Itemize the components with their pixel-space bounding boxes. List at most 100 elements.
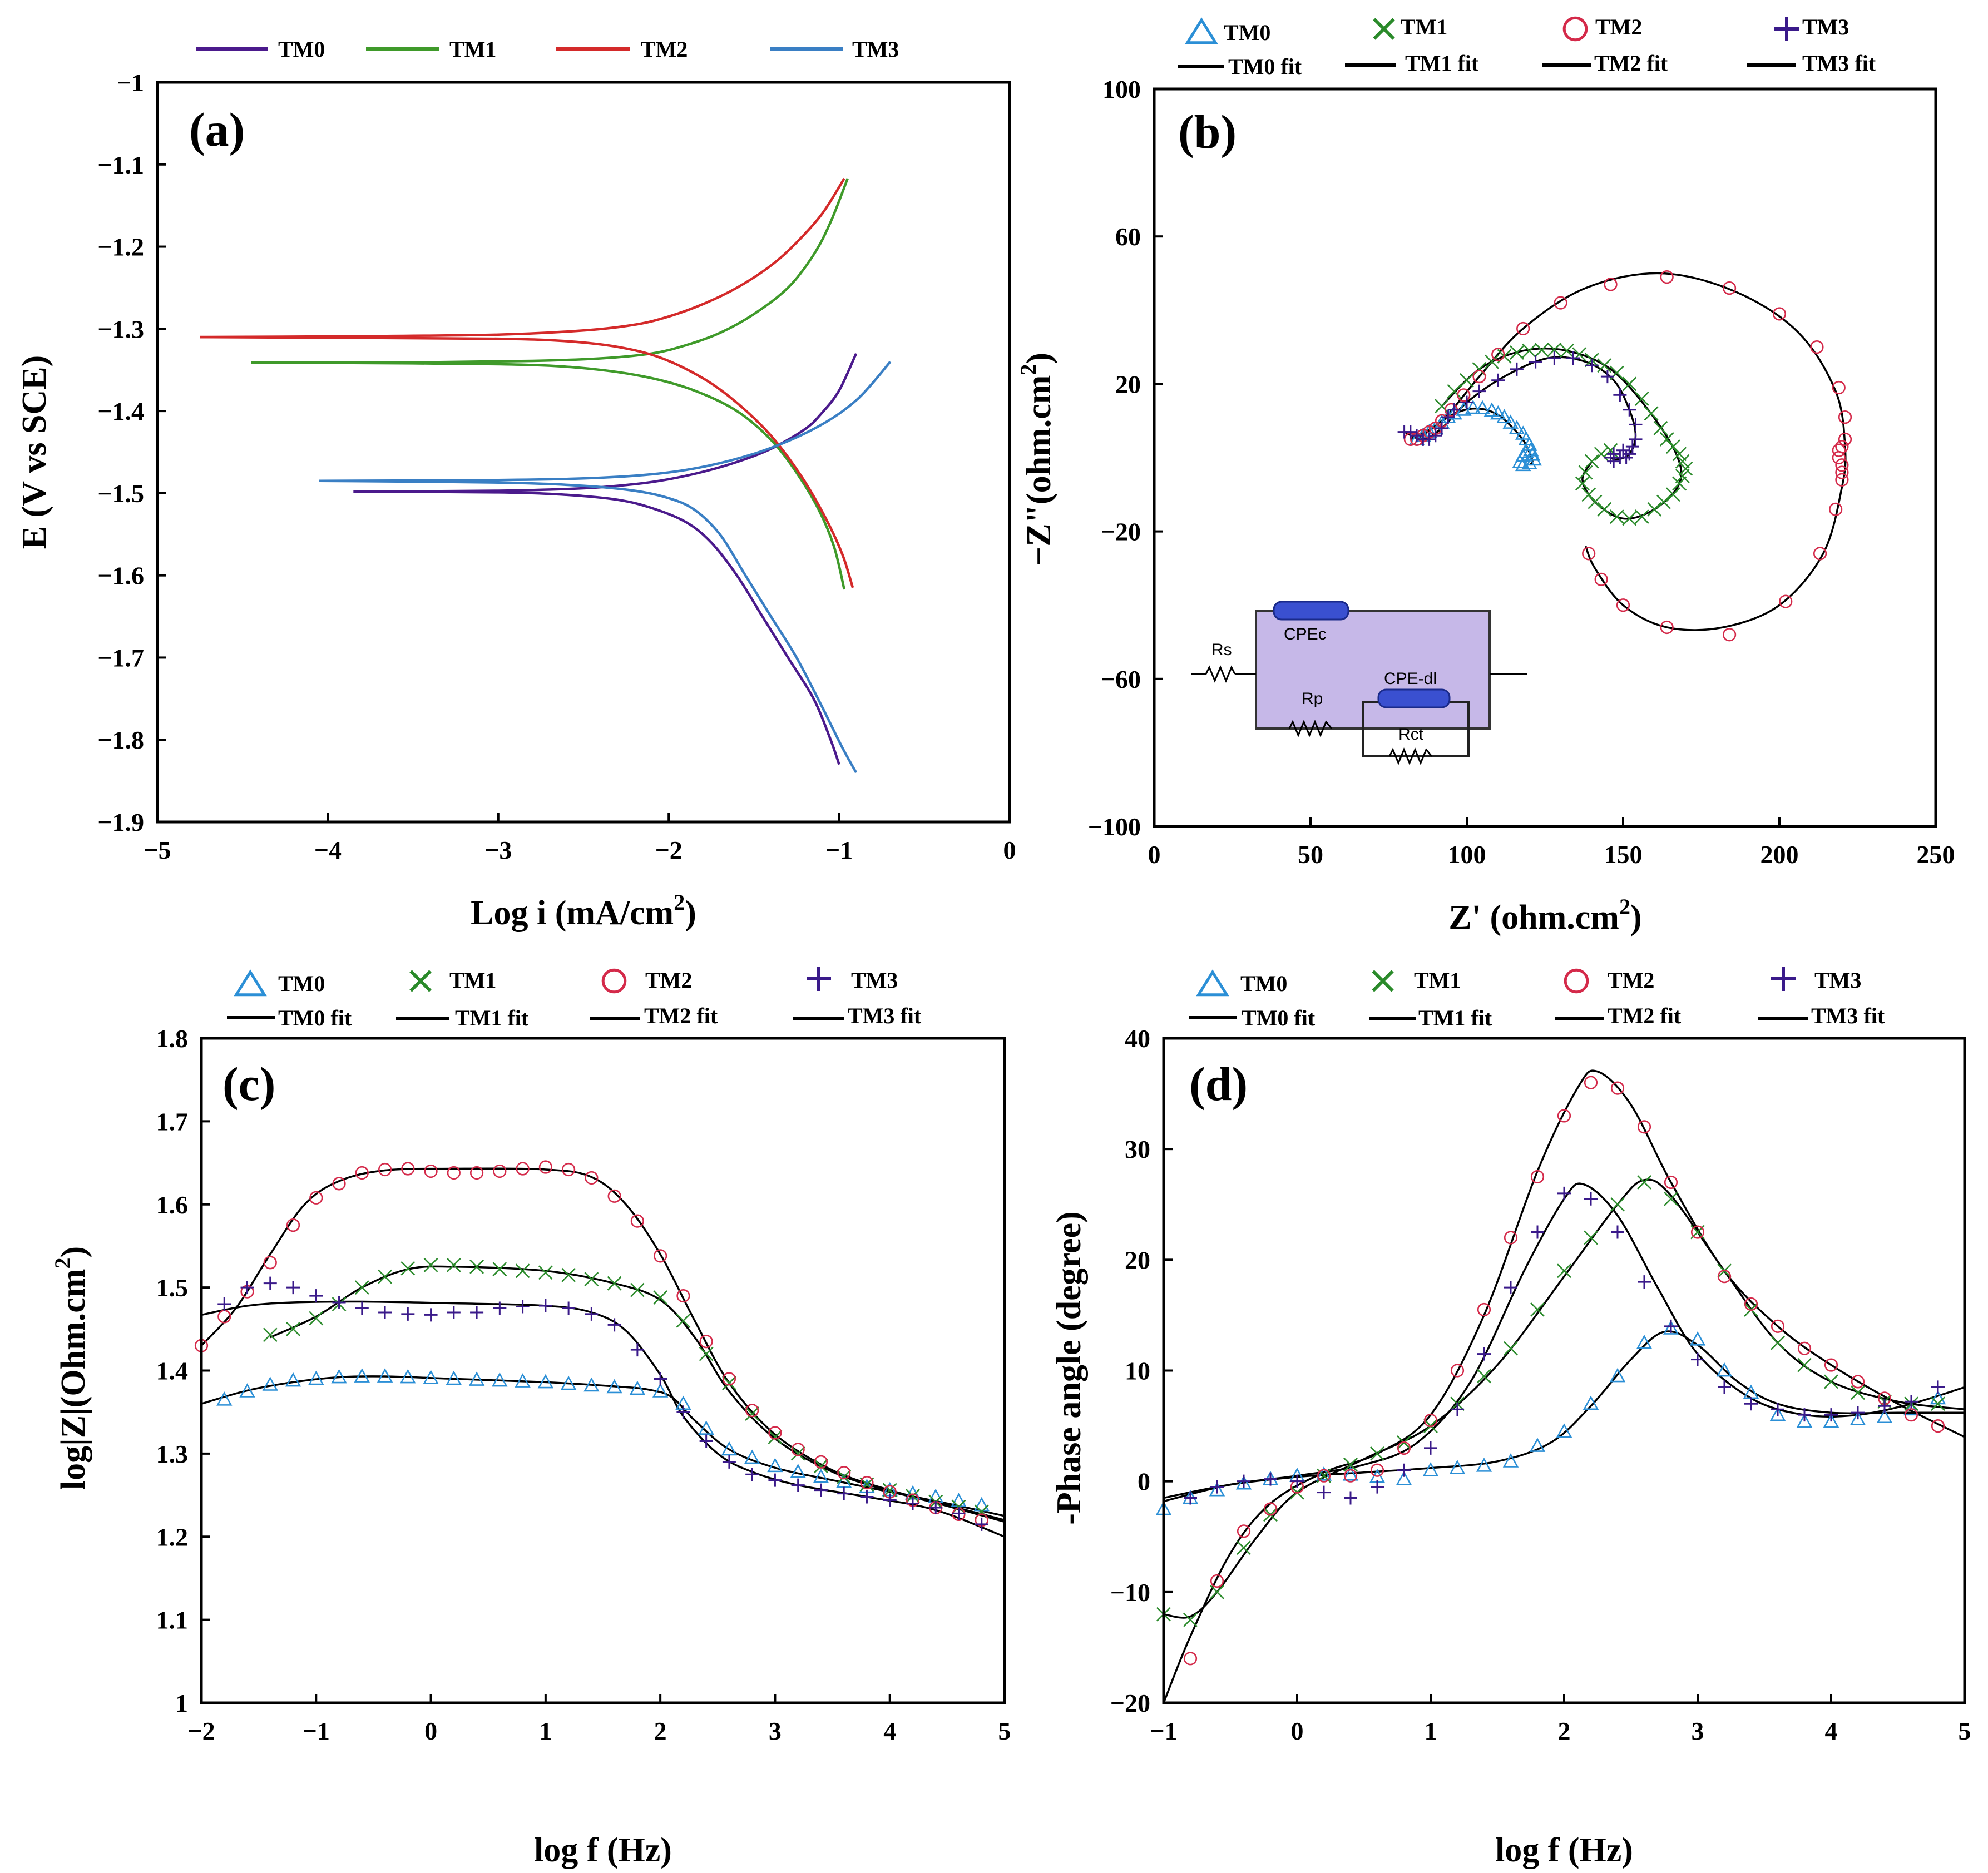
panel-c-tm2-point <box>401 1162 415 1176</box>
panel-d-xlabel: log f (Hz) <box>1495 1831 1633 1869</box>
panel-b-tm1-point <box>1534 343 1549 358</box>
panel-c-tm0-point <box>515 1373 531 1388</box>
legend-d-tm3-label: TM3 <box>1814 968 1861 993</box>
panel-b-tm3-point <box>1623 403 1636 417</box>
panel-c-tm3-point <box>860 1490 874 1504</box>
panel-b-xlabel-sup: 2 <box>1619 894 1630 919</box>
panel-d-xtick-label: −1 <box>1150 1717 1177 1745</box>
panel-d-tm2-point <box>1931 1419 1945 1433</box>
panel-d-tm2-point <box>1477 1302 1491 1317</box>
panel-c-tm0-point <box>331 1369 347 1384</box>
panel-b-tm1-point <box>1656 494 1671 509</box>
panel-d-tm1-point <box>1797 1357 1812 1372</box>
polarization-tm0-anodic-line <box>353 353 858 493</box>
panel-c-tm3-point <box>768 1473 782 1487</box>
legend-b-tm1-label: TM1 <box>1401 14 1447 39</box>
panel-b-tm2-point <box>1722 281 1737 295</box>
panel-c-tm1-point <box>607 1276 622 1291</box>
panel-c-ticks: −2 −1 0 1 2 3 4 5 1 1.1 1.2 1.3 1.4 1.5 1.6 1.7 1.8 <box>156 1024 1011 1745</box>
panel-d-ylabel: -Phase angle (degree) <box>1050 1211 1088 1525</box>
panel-c-tm2-point <box>791 1443 805 1456</box>
panel-d-ytick-label: −20 <box>1110 1689 1150 1717</box>
panel-d-tm0-point <box>1689 1331 1706 1346</box>
panel-b-tm3-point <box>1435 421 1449 435</box>
panel-c-tm0-point <box>560 1375 577 1390</box>
legend-b-tm1-fit-label: TM1 fit <box>1405 51 1479 76</box>
panel-c-tm0-point <box>744 1449 760 1464</box>
panel-d-tm3-point <box>1264 1472 1277 1486</box>
panel-b-tm1-point <box>1460 373 1474 388</box>
panel-b-tm1-point <box>1609 509 1624 524</box>
panel-c-tm2-point <box>860 1476 874 1490</box>
panel-d-tm1-point <box>1771 1335 1785 1350</box>
panel-c-legend: TM0 TM0 fit TM1 TM1 fit TM2 TM2 fit TM3 … <box>227 967 922 1030</box>
panel-c-tm1-point <box>492 1262 507 1277</box>
panel-c-tm0-point <box>721 1441 738 1456</box>
panel-a-ylabel: E (V vs SCE) <box>16 355 53 549</box>
panel-a-xlabel-end: ) <box>685 894 696 932</box>
panel-d-tm2-point <box>1744 1297 1758 1311</box>
panel-c-ytick-label: 1.2 <box>156 1523 189 1551</box>
panel-d-legend-tm0-marker <box>1196 969 1229 997</box>
panel-c-tm1-point <box>721 1375 736 1390</box>
panel-b-tm1-point <box>1675 469 1690 484</box>
panel-a-ytick-label: −1.4 <box>97 397 144 425</box>
panel-c-xtick-label: 1 <box>539 1717 552 1745</box>
panel-c-tm1-point <box>630 1282 645 1297</box>
panel-c-tm1-point <box>378 1269 392 1284</box>
legend-c-tm2-fit-label: TM2 fit <box>644 1003 718 1028</box>
panel-a-ytick-label: −1.1 <box>97 151 144 179</box>
panel-d-tm1-point <box>1370 1446 1384 1461</box>
panel-c-tm3-point <box>309 1289 323 1303</box>
panel-d-frame <box>1162 1037 1966 1704</box>
panel-d-tm3-point <box>1584 1192 1598 1206</box>
legend-b-tm3-label: TM3 <box>1802 14 1849 39</box>
panel-c-tm0-point <box>492 1372 508 1387</box>
panel-c-tm0-point <box>583 1377 600 1392</box>
panel-c-tm0-point <box>262 1376 278 1391</box>
panel-d-legend-tm3-marker <box>1771 967 1796 991</box>
panel-d-ytick-label: 40 <box>1125 1024 1150 1053</box>
panel-d-tm2-point <box>1183 1652 1198 1666</box>
circuit-rct-resistor <box>1388 747 1433 765</box>
panel-b-tm1-point <box>1622 511 1637 526</box>
panel-b-tm0-point <box>1524 447 1541 461</box>
panel-c-tm2-point <box>378 1162 392 1177</box>
panel-b-tm1-point <box>1597 358 1612 373</box>
panel-d-tm2-point <box>1664 1175 1678 1190</box>
panel-d-tm2-point <box>1690 1225 1705 1239</box>
panel-d-tm0-point <box>1235 1475 1252 1490</box>
panel-b-tm3-point <box>1428 429 1442 443</box>
panel-c-tm3-point <box>240 1281 254 1295</box>
panel-d-tm1-point <box>1504 1341 1518 1356</box>
panel-c-ytick-label: 1.8 <box>156 1024 189 1053</box>
panel-d-tm3-point <box>1744 1397 1758 1411</box>
panel-c-tm2-point <box>263 1256 277 1270</box>
panel-b-tm3-point <box>1510 362 1524 376</box>
panel-d-tm2-point <box>1584 1076 1598 1089</box>
panel-c-tm1-point <box>768 1430 783 1444</box>
panel-c-tm1-point <box>263 1327 278 1342</box>
panel-b-tm1-point <box>1675 454 1690 469</box>
panel-b-tm1-point <box>1559 343 1574 358</box>
panel-b-tm1-point <box>1581 487 1596 502</box>
panel-d-tm3-point <box>1477 1347 1491 1361</box>
panel-c-tm0-point <box>468 1371 485 1386</box>
panel-b-tm2-point <box>1832 443 1846 457</box>
panel-c-tm2-point <box>447 1166 461 1180</box>
panel-d-tm0-point <box>1849 1411 1866 1426</box>
legend-b-tm3-fit-label: TM3 fit <box>1802 51 1876 76</box>
panel-c-tm1-point <box>790 1446 805 1461</box>
panel-c-tm3-point <box>424 1308 438 1322</box>
panel-c-tm2-point <box>562 1162 576 1177</box>
panel-c-tm1-point <box>906 1489 920 1503</box>
panel-d-tm2-point <box>1317 1469 1331 1483</box>
panel-b-tm1-point <box>1634 509 1649 524</box>
panel-d-tm2-point <box>1771 1319 1785 1333</box>
panel-d-tm2-point <box>1717 1270 1732 1284</box>
panel-b-tm3-point <box>1607 447 1621 461</box>
panel-b-tm3-point <box>1629 432 1643 446</box>
panel-d-tm0-point <box>1396 1471 1412 1485</box>
panel-c-legend-tm3-marker <box>807 967 831 991</box>
